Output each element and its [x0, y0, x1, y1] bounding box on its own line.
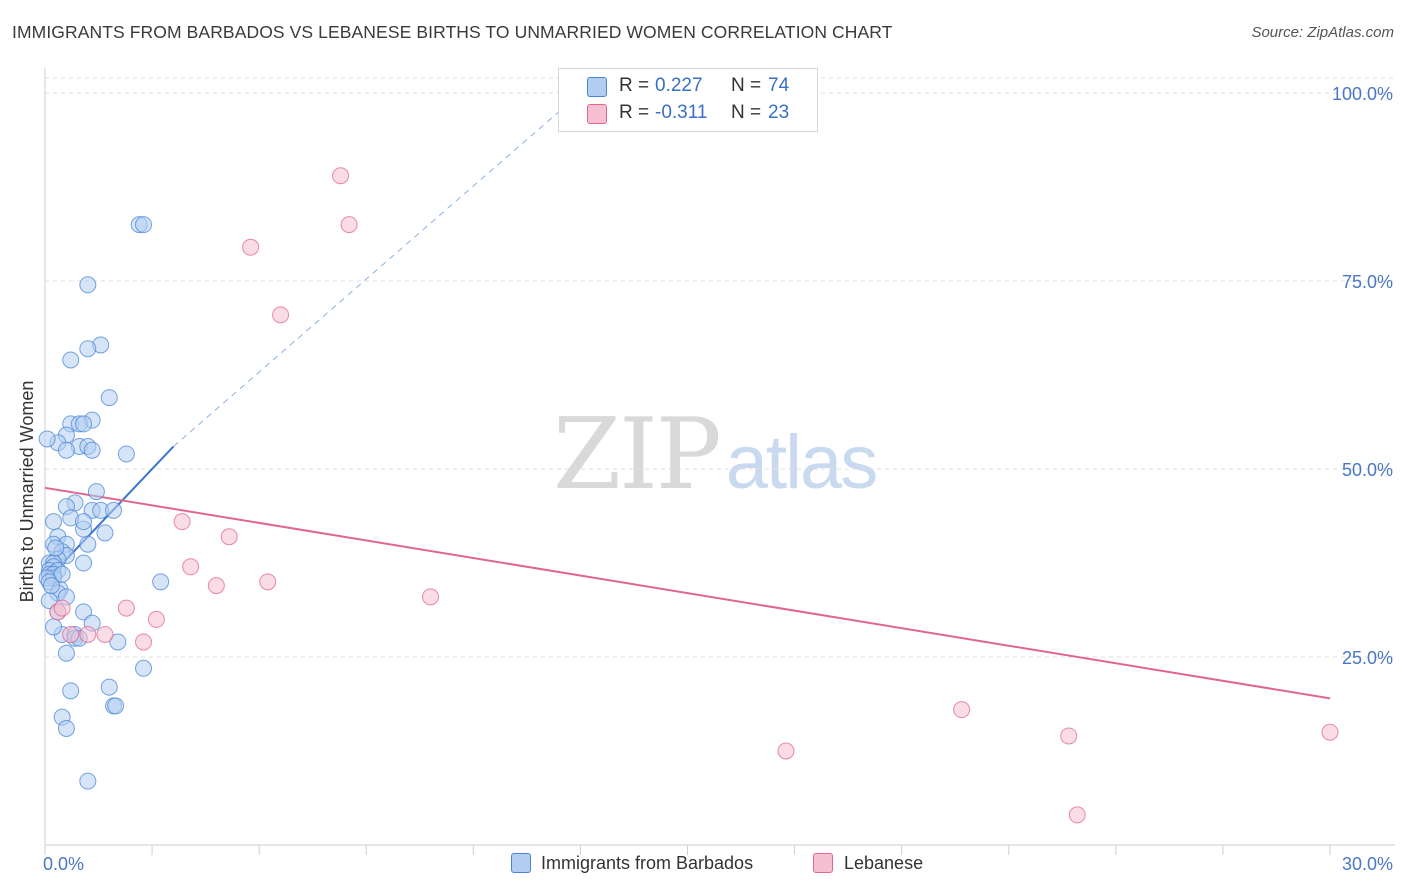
data-points [38, 84, 1339, 824]
point-barbados [79, 340, 97, 358]
point-barbados [96, 524, 114, 542]
point-barbados [45, 513, 63, 531]
stats-n-label: N = [731, 75, 762, 96]
point-lebanese [96, 625, 114, 643]
point-lebanese [135, 633, 153, 651]
point-barbados [135, 659, 153, 677]
stats-r-value: -0.311 [655, 102, 708, 123]
y-tick-label: 75.0% [1342, 272, 1393, 292]
point-barbados [105, 501, 123, 519]
y-tick-label: 100.0% [1332, 84, 1393, 104]
point-lebanese [242, 238, 260, 256]
point-barbados [79, 535, 97, 553]
point-barbados [75, 513, 93, 531]
stats-row-lebanese: R = -0.311 N = 23 [559, 100, 817, 126]
point-lebanese [422, 588, 439, 606]
watermark-zip: ZIP [553, 398, 722, 512]
stats-n-value: 23 [768, 102, 790, 123]
x-tick-label: 0.0% [43, 854, 84, 874]
point-barbados [75, 554, 93, 572]
point-barbados [42, 577, 60, 595]
stats-r-label: R = [619, 75, 650, 96]
axes [44, 68, 1395, 855]
point-lebanese [220, 528, 238, 546]
stats-swatch-blue [587, 77, 607, 97]
point-barbados [47, 539, 65, 557]
point-barbados [109, 633, 127, 651]
stats-r-label: R = [619, 102, 650, 123]
stats-n-label: N = [731, 102, 762, 123]
point-barbados [62, 351, 80, 369]
point-barbados [100, 389, 118, 407]
point-lebanese [953, 701, 971, 719]
point-barbados [152, 573, 170, 591]
point-lebanese [272, 306, 290, 324]
trend-lines [44, 92, 1331, 700]
legend-label-barbados: Immigrants from Barbados [541, 853, 754, 873]
point-lebanese [207, 577, 225, 595]
source-credit: Source: ZipAtlas.com [1251, 24, 1394, 41]
point-barbados [57, 441, 75, 459]
point-barbados [62, 682, 80, 700]
point-lebanese [62, 625, 80, 643]
point-lebanese [777, 742, 795, 760]
trend-line-lebanese [44, 486, 1331, 700]
legend-swatch-barbados [511, 853, 531, 873]
axis-labels: 25.0% 50.0% 75.0% 100.0% 0.0% 30.0% Births to … [17, 84, 1393, 874]
point-lebanese [182, 558, 200, 576]
point-lebanese [1068, 806, 1086, 824]
point-lebanese [259, 573, 277, 591]
point-lebanese [147, 610, 165, 628]
point-lebanese [340, 216, 358, 234]
y-tick-label: 50.0% [1342, 460, 1393, 480]
stats-swatch-pink [587, 104, 607, 124]
y-axis-label: Births to Unmarried Women [17, 381, 37, 603]
point-lebanese [332, 167, 350, 185]
point-barbados [57, 719, 75, 737]
point-lebanese [1060, 727, 1078, 745]
trend-extension-barbados [173, 92, 581, 447]
point-barbados [117, 445, 135, 463]
stats-n-value: 74 [768, 75, 790, 96]
point-barbados [75, 603, 93, 621]
stats-r-value: 0.227 [655, 75, 703, 96]
grid-lines [45, 77, 1395, 658]
point-barbados [79, 276, 97, 294]
point-barbados [83, 441, 101, 459]
legend-label-lebanese: Lebanese [844, 853, 924, 873]
point-barbados [135, 216, 153, 234]
point-lebanese [53, 599, 71, 617]
point-barbados [53, 565, 71, 583]
point-barbados [79, 772, 97, 790]
point-barbados [38, 430, 56, 448]
stats-legend-box: R = 0.227 N = 74 R = -0.311 N = 23 [558, 68, 818, 132]
point-barbados [45, 618, 63, 636]
y-tick-label: 25.0% [1342, 648, 1393, 668]
chart-title: IMMIGRANTS FROM BARBADOS VS LEBANESE BIR… [12, 22, 893, 42]
point-lebanese [79, 625, 97, 643]
watermark: ZIPatlas [553, 398, 879, 512]
point-barbados [87, 483, 105, 501]
point-barbados [100, 678, 118, 696]
point-barbados [107, 697, 125, 715]
x-tick-label: 30.0% [1342, 854, 1393, 874]
point-lebanese [173, 513, 191, 531]
stats-row-barbados: R = 0.227 N = 74 [559, 73, 817, 99]
watermark-atlas: atlas [725, 420, 879, 505]
point-lebanese [117, 599, 135, 617]
point-lebanese [1321, 723, 1339, 741]
legend-swatch-lebanese [813, 853, 833, 873]
point-barbados [57, 644, 75, 662]
point-barbados [75, 415, 93, 433]
